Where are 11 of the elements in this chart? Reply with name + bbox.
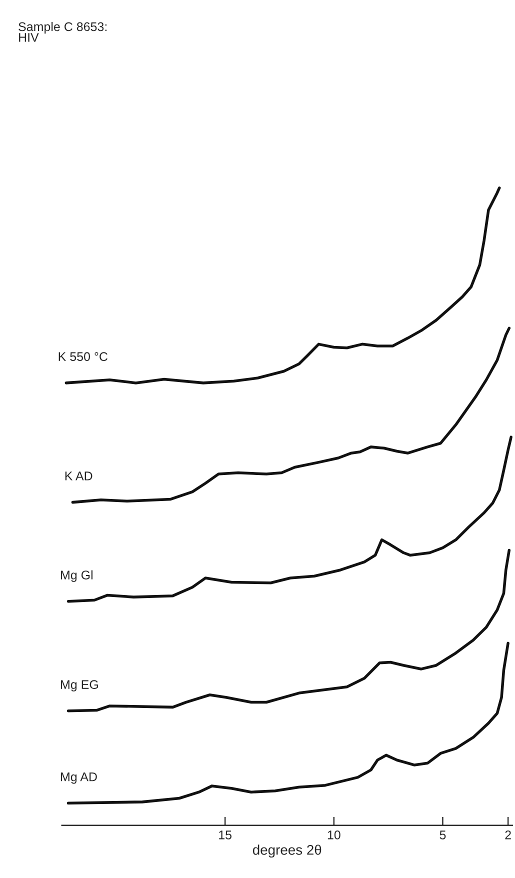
series-label: Mg Gl [61, 570, 92, 582]
series-label: K 550 °C [58, 352, 108, 362]
x-axis-title: degrees 2θ [252, 844, 322, 858]
series-label: K AD [65, 472, 92, 480]
chart-title: Sample C 8653: HIV [18, 22, 107, 42]
x-tick-label: 2 [505, 830, 511, 840]
x-tick-label: 15 [219, 830, 232, 840]
x-tick-label: 10 [328, 830, 340, 840]
series-label: Mg AD [61, 772, 97, 784]
x-tick-label: 5 [440, 830, 446, 840]
series-label: Mg EG [61, 680, 98, 692]
